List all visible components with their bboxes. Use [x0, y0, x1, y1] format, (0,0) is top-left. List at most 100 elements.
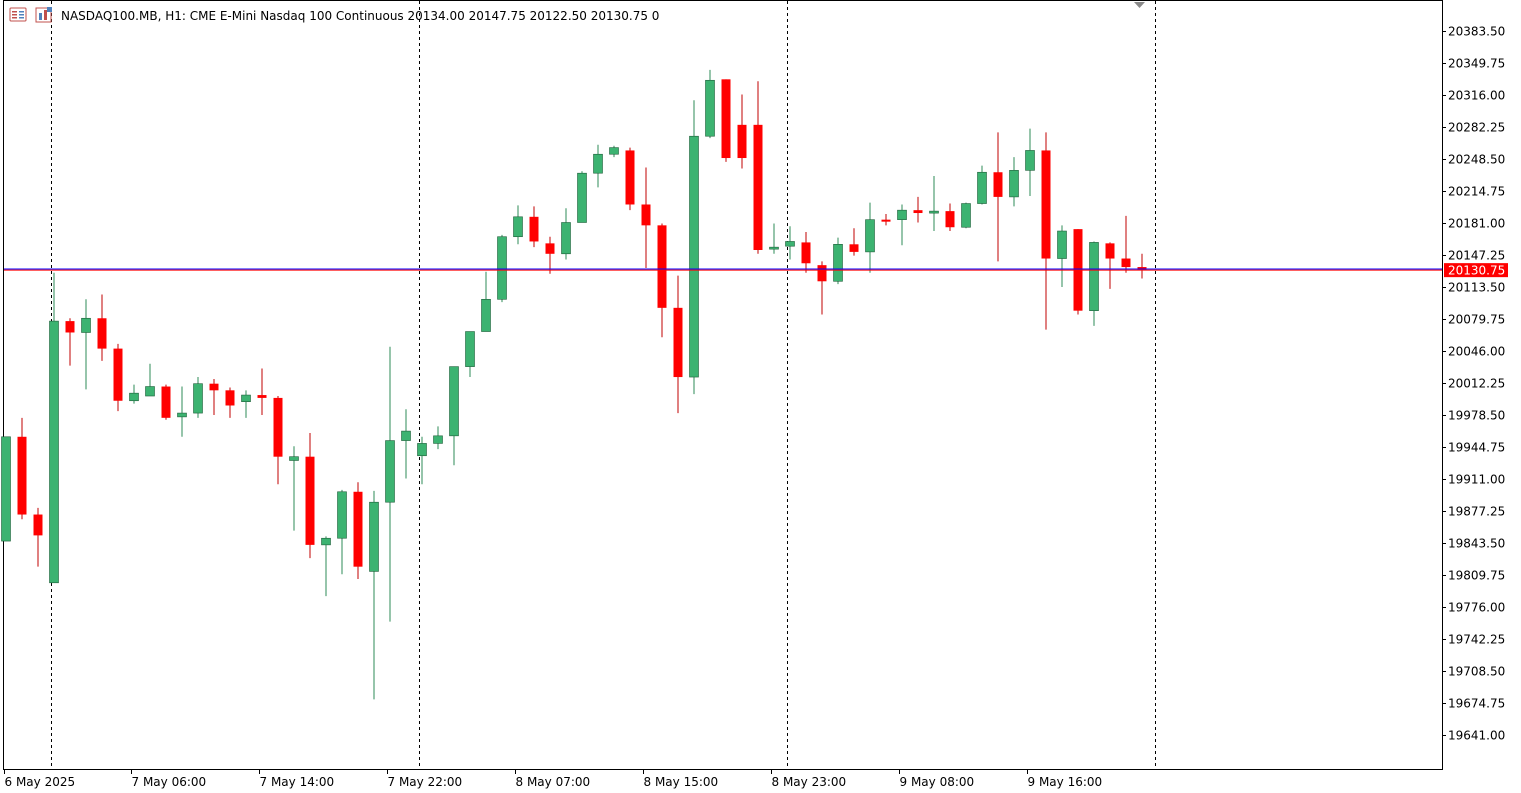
candle[interactable] [513, 205, 523, 245]
bear-candle-body [225, 390, 235, 406]
candle[interactable] [385, 346, 395, 622]
candle[interactable] [1, 436, 11, 542]
candle[interactable] [657, 223, 667, 338]
candle[interactable] [321, 536, 331, 597]
candle[interactable] [769, 223, 779, 254]
candle[interactable] [785, 226, 795, 260]
bull-candle-body [465, 331, 475, 367]
candle[interactable] [65, 318, 75, 366]
candle[interactable] [417, 436, 427, 485]
candle[interactable] [305, 432, 315, 559]
candle[interactable] [1121, 215, 1131, 273]
candle[interactable] [993, 132, 1003, 262]
candle[interactable] [673, 275, 683, 414]
candle[interactable] [529, 206, 539, 248]
price-axis[interactable]: 20383.50 20349.75 20316.00 20282.25 20248.50… [1442, 25, 1508, 743]
candle[interactable] [145, 363, 155, 397]
candle[interactable] [625, 147, 635, 211]
price-tick-label: 19742.25 [1448, 633, 1505, 647]
bull-candle-body [145, 386, 155, 397]
candle[interactable] [689, 100, 699, 395]
candle[interactable] [1089, 241, 1099, 326]
candle[interactable] [33, 507, 43, 567]
candle[interactable] [177, 386, 187, 437]
candle[interactable] [561, 208, 571, 260]
candle[interactable] [897, 204, 907, 246]
candle[interactable] [289, 446, 299, 531]
price-tick-label: 19708.50 [1448, 665, 1505, 679]
candle[interactable] [961, 202, 971, 229]
candle[interactable] [801, 231, 811, 273]
candle[interactable] [273, 396, 283, 485]
candle[interactable] [449, 366, 459, 466]
bear-candle-body [817, 265, 827, 282]
chart-shift-marker[interactable] [1134, 2, 1145, 8]
candles[interactable] [1, 69, 1147, 700]
bear-candle-body [673, 307, 683, 378]
bull-candle-body [593, 153, 603, 174]
price-tick-label: 19843.50 [1448, 537, 1505, 551]
candle[interactable] [81, 299, 91, 390]
candle[interactable] [113, 343, 123, 412]
time-tick-label: 7 May 06:00 [132, 775, 207, 789]
candle[interactable] [849, 228, 859, 256]
candle[interactable] [721, 79, 731, 162]
candle[interactable] [641, 167, 651, 269]
candle[interactable] [401, 409, 411, 479]
candle[interactable] [1105, 242, 1115, 289]
candle[interactable] [193, 377, 203, 418]
candle[interactable] [1073, 229, 1083, 315]
candle[interactable] [481, 271, 491, 332]
current-price-label: 20130.75 [1448, 264, 1505, 278]
candle[interactable] [241, 390, 251, 418]
candle[interactable] [545, 236, 555, 274]
current-price-tag: 20130.75 [1444, 263, 1508, 278]
candle[interactable] [225, 387, 235, 418]
candle[interactable] [161, 384, 171, 420]
time-tick-label: 7 May 22:00 [388, 775, 463, 789]
price-tick-label: 19877.25 [1448, 505, 1505, 519]
candle[interactable] [977, 165, 987, 205]
bear-candle-body [1105, 243, 1115, 259]
candle[interactable] [129, 384, 139, 404]
bear-candle-body [641, 204, 651, 226]
chart-window-icon[interactable] [9, 7, 27, 22]
bull-candle-body [897, 209, 907, 220]
candle[interactable] [833, 237, 843, 285]
bull-candle-body [865, 219, 875, 253]
candle[interactable] [209, 378, 219, 415]
candle[interactable] [945, 203, 955, 232]
time-axis[interactable]: 6 May 2025 7 May 06:00 7 May 14:00 7 May 22… [4, 769, 1103, 789]
bull-candle-body [369, 501, 379, 572]
chart-properties-icon[interactable] [35, 7, 52, 23]
candle[interactable] [17, 417, 27, 520]
candle[interactable] [49, 272, 59, 584]
candle[interactable] [865, 202, 875, 273]
candle[interactable] [913, 196, 923, 223]
bull-candle-body [977, 171, 987, 204]
candle[interactable] [753, 81, 763, 254]
candle[interactable] [257, 368, 267, 415]
candle[interactable] [465, 331, 475, 378]
candle[interactable] [369, 490, 379, 700]
candle[interactable] [433, 426, 443, 450]
candle[interactable] [881, 213, 891, 226]
candle[interactable] [1057, 225, 1067, 287]
candle[interactable] [1041, 132, 1051, 330]
candle[interactable] [609, 145, 619, 158]
candle[interactable] [353, 482, 363, 580]
candle[interactable] [1009, 157, 1019, 207]
candle[interactable] [737, 94, 747, 169]
candle[interactable] [705, 69, 715, 139]
candle[interactable] [97, 294, 107, 361]
bear-candle-body [1121, 258, 1131, 268]
candle[interactable] [593, 144, 603, 188]
price-tick-label: 19911.00 [1448, 473, 1505, 487]
candle[interactable] [577, 171, 587, 223]
price-tick-label: 19641.00 [1448, 729, 1505, 743]
candle[interactable] [337, 489, 347, 575]
candle[interactable] [929, 176, 939, 232]
candle[interactable] [1025, 128, 1035, 196]
